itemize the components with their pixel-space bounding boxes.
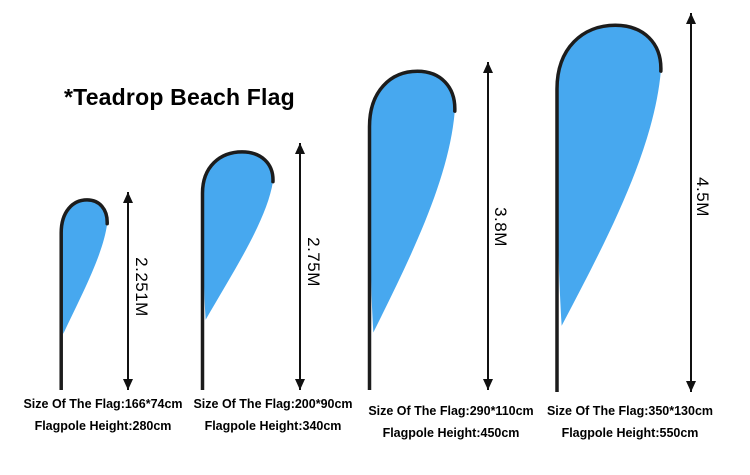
flag-fabric — [556, 25, 661, 326]
flag-pole — [61, 200, 107, 390]
dimension-arrow-extra-large — [686, 13, 696, 392]
flag-caption-large: Size Of The Flag:290*110cm Flagpole Heig… — [356, 400, 546, 444]
page-title: *Teadrop Beach Flag — [64, 84, 295, 110]
flag-caption-small: Size Of The Flag:166*74cm Flagpole Heigh… — [8, 393, 198, 437]
teardrop-flag-graphic-small — [55, 192, 117, 390]
flagpole-height-text: Flagpole Height:550cm — [561, 426, 699, 440]
flag-pole — [557, 25, 661, 392]
height-label-medium: 2.75M — [304, 237, 323, 287]
teardrop-flag-graphic-medium — [193, 142, 288, 390]
dimension-arrow-large — [483, 62, 493, 390]
flag-fabric — [202, 151, 273, 320]
flag-fabric — [61, 199, 108, 334]
flag-caption-extra-large: Size Of The Flag:350*130cm Flagpole Heig… — [535, 400, 725, 444]
flag-size-text: Size Of The Flag:290*110cm — [368, 404, 534, 418]
flagpole-height-text: Flagpole Height:340cm — [204, 419, 342, 433]
flagpole-height-text: Flagpole Height:280cm — [34, 419, 172, 433]
flag-size-text: Size Of The Flag:166*74cm — [23, 397, 183, 411]
flagpole-height-text: Flagpole Height:450cm — [382, 426, 520, 440]
height-label-extra-large: 4.5M — [693, 177, 712, 217]
height-label-large: 3.8M — [491, 207, 510, 247]
dimension-arrow-medium — [295, 143, 305, 390]
flag-pole — [203, 152, 273, 390]
flag-size-text: Size Of The Flag:200*90cm — [193, 397, 353, 411]
dimension-arrow-small — [123, 192, 133, 390]
teardrop-flag-graphic-large — [358, 58, 473, 390]
flag-caption-medium: Size Of The Flag:200*90cm Flagpole Heigh… — [178, 393, 368, 437]
teardrop-flag-graphic-extra-large — [543, 10, 683, 392]
flag-fabric — [369, 71, 455, 333]
height-label-small: 2.251M — [132, 257, 151, 317]
flag-pole — [370, 71, 455, 390]
flag-size-text: Size Of The Flag:350*130cm — [546, 404, 714, 418]
